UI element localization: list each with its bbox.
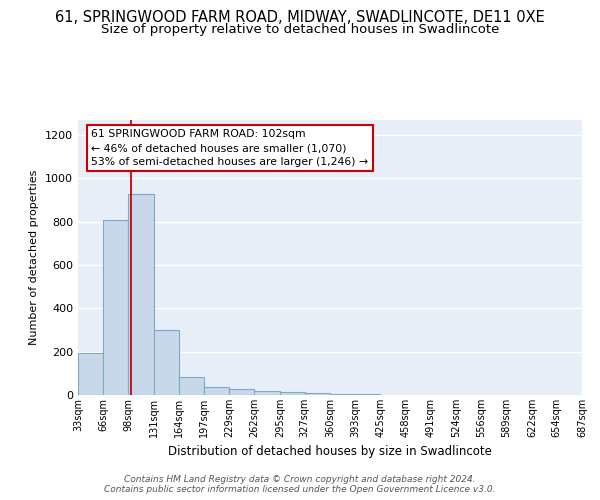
Bar — [355, 394, 380, 395]
Bar — [305, 393, 330, 395]
Bar — [78, 353, 103, 395]
Bar — [330, 394, 355, 395]
Bar — [205, 388, 229, 395]
Y-axis label: Number of detached properties: Number of detached properties — [29, 170, 40, 345]
Text: 61, SPRINGWOOD FARM ROAD, MIDWAY, SWADLINCOTE, DE11 0XE: 61, SPRINGWOOD FARM ROAD, MIDWAY, SWADLI… — [55, 10, 545, 25]
X-axis label: Distribution of detached houses by size in Swadlincote: Distribution of detached houses by size … — [168, 446, 492, 458]
Text: Contains HM Land Registry data © Crown copyright and database right 2024.
Contai: Contains HM Land Registry data © Crown c… — [104, 474, 496, 494]
Bar — [154, 330, 179, 395]
Text: 61 SPRINGWOOD FARM ROAD: 102sqm
← 46% of detached houses are smaller (1,070)
53%: 61 SPRINGWOOD FARM ROAD: 102sqm ← 46% of… — [91, 129, 368, 167]
Bar — [128, 194, 154, 395]
Text: Size of property relative to detached houses in Swadlincote: Size of property relative to detached ho… — [101, 22, 499, 36]
Bar — [280, 392, 305, 395]
Bar — [103, 220, 128, 395]
Bar — [229, 388, 254, 395]
Bar — [179, 376, 205, 395]
Bar — [254, 391, 280, 395]
